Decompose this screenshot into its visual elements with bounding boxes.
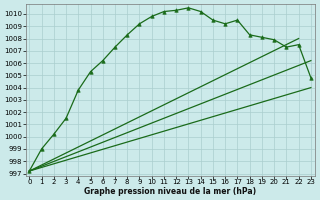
X-axis label: Graphe pression niveau de la mer (hPa): Graphe pression niveau de la mer (hPa) [84, 187, 256, 196]
